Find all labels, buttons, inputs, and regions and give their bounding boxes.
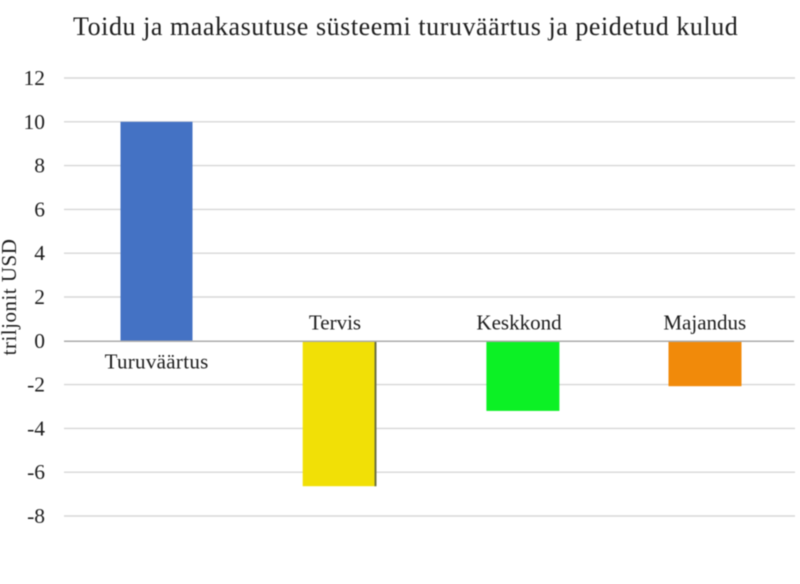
svg-text:-4: -4 <box>27 416 45 440</box>
svg-text:Tervis: Tervis <box>309 311 361 335</box>
svg-text:-8: -8 <box>27 504 45 528</box>
svg-text:Majandus: Majandus <box>663 311 746 335</box>
svg-text:triljonit USD: triljonit USD <box>0 239 21 356</box>
svg-text:10: 10 <box>24 110 46 134</box>
svg-text:4: 4 <box>34 241 45 265</box>
svg-text:Toidu ja maakasutuse süsteemi: Toidu ja maakasutuse süsteemi turuväärtu… <box>73 12 738 41</box>
svg-text:-2: -2 <box>27 373 45 397</box>
svg-text:0: 0 <box>34 329 45 353</box>
svg-text:8: 8 <box>34 154 45 178</box>
svg-text:6: 6 <box>34 197 45 221</box>
svg-text:Keskkond: Keskkond <box>476 311 562 335</box>
svg-text:12: 12 <box>24 66 46 90</box>
svg-text:Turuväärtus: Turuväärtus <box>105 350 209 374</box>
svg-text:2: 2 <box>34 285 45 309</box>
svg-text:-6: -6 <box>27 460 45 484</box>
